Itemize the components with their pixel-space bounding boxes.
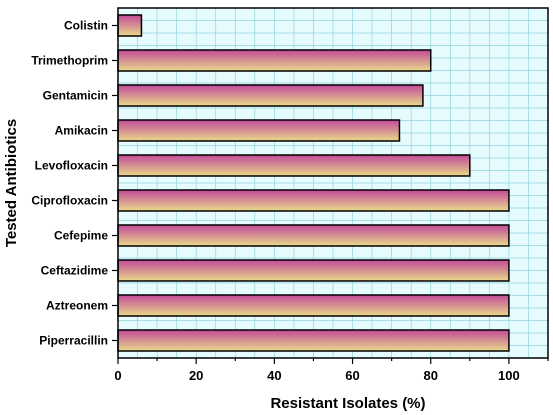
x-tick-label: 60 [345, 368, 359, 383]
bar-ceftazidime [117, 259, 510, 282]
y-tick-label: Cefepime [54, 229, 108, 243]
axes: Colistin Trimethoprim Gentamicin Amikacin Le… [31, 19, 549, 383]
y-tick-label: Ciprofloxacin [31, 194, 108, 208]
bar-colistin [117, 14, 143, 37]
y-tick-label: Gentamicin [43, 89, 108, 103]
bar-ciprofloxacin [117, 189, 510, 212]
x-tick-label: 80 [423, 368, 437, 383]
x-tick-label: 20 [189, 368, 203, 383]
x-tick-label: 40 [267, 368, 281, 383]
x-axis-title: Resistant Isolates (%) [270, 395, 425, 412]
y-tick-label: Aztreonem [46, 299, 108, 313]
bar-aztreonem [117, 294, 510, 317]
bar-trimethoprim [117, 49, 432, 72]
y-tick-label: Amikacin [55, 124, 108, 138]
y-tick-label: Colistin [64, 19, 108, 33]
y-axis-title: Tested Antibiotics [3, 119, 20, 247]
bar-levofloxacin [117, 154, 471, 177]
x-tick-label: 100 [498, 368, 520, 383]
y-tick-label: Levofloxacin [35, 159, 108, 173]
x-tick-label: 0 [114, 368, 121, 383]
bars [117, 14, 510, 352]
bar-amikacin [117, 119, 401, 142]
y-tick-label: Piperracillin [39, 334, 108, 348]
bar-gentamicin [117, 84, 424, 107]
plot-frame [117, 7, 549, 359]
y-tick-label: Ceftazidime [41, 264, 109, 278]
bar-cefepime [117, 224, 510, 247]
y-tick-label: Trimethoprim [31, 54, 108, 68]
bar-piperracillin [117, 329, 510, 352]
